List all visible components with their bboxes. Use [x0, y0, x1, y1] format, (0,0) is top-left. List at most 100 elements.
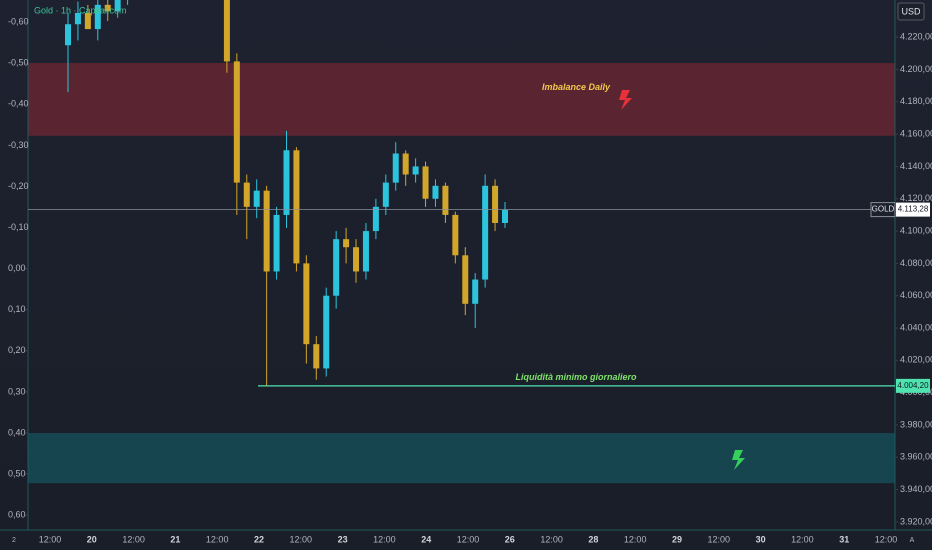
- candle-body: [462, 255, 469, 304]
- x-tick-label: 12:00: [290, 534, 313, 544]
- x-tick-label: 21: [170, 534, 180, 544]
- x-tick-label: 12:00: [708, 534, 731, 544]
- last-price-label: 4.113,28: [898, 205, 929, 214]
- candle-body: [114, 0, 121, 12]
- symbol-label: GOLD: [872, 205, 895, 214]
- y2-tick-label: -0,40: [8, 99, 29, 109]
- candle-body: [362, 231, 369, 272]
- currency[interactable]: USD: [901, 6, 921, 16]
- x-tick-label: 12:00: [206, 534, 229, 544]
- candle-body: [452, 214, 459, 256]
- candle-body: [382, 182, 389, 207]
- x-tick-label: 12:00: [624, 534, 647, 544]
- candles: [65, 0, 508, 387]
- y2-tick-label: -0,30: [8, 140, 29, 150]
- candle-body: [392, 153, 399, 183]
- liquidity-label: 4.004,20: [897, 381, 929, 390]
- zone-label: Imbalance Daily: [542, 82, 611, 92]
- candle-body: [492, 185, 499, 223]
- y-tick-label: 3.940,00: [900, 484, 932, 494]
- candle-body: [303, 263, 310, 345]
- x-tick-label: 12:00: [540, 534, 563, 544]
- y-tick-label: 4.080,00: [900, 258, 932, 268]
- green-bolt-icon: [732, 450, 745, 470]
- candle-body: [243, 182, 250, 207]
- x-tick-label: 22: [254, 534, 264, 544]
- y2-tick-label: -0,50: [8, 58, 29, 68]
- x-tick-label: 12:00: [373, 534, 396, 544]
- y-tick-label: 4.180,00: [900, 96, 932, 106]
- zone: [28, 63, 895, 136]
- candle-body: [223, 0, 230, 62]
- y-tick-label: 4.100,00: [900, 225, 932, 235]
- y2-tick-label: 0,30: [8, 386, 26, 396]
- candle-body: [263, 190, 270, 272]
- axis-button[interactable]: A: [910, 537, 915, 544]
- candle-body: [94, 4, 101, 30]
- candle-body: [74, 12, 81, 25]
- x-tick-label: 28: [588, 534, 598, 544]
- candle-body: [253, 190, 260, 207]
- chart-title: Gold · 1h · Capital.com: [34, 5, 127, 15]
- liquidity-tag: [896, 378, 930, 393]
- zones: [28, 63, 895, 484]
- x-tick-label: 29: [672, 534, 682, 544]
- y-tick-label: 3.980,00: [900, 419, 932, 429]
- x-tick-label: 26: [505, 534, 515, 544]
- candle-body: [233, 61, 240, 183]
- zone: [28, 433, 895, 484]
- x-tick-label: 20: [87, 534, 97, 544]
- candle-body: [402, 153, 409, 175]
- y2-tick-label: 0,60: [8, 510, 26, 520]
- candle-body: [323, 295, 330, 369]
- y-tick-label: 3.920,00: [900, 516, 932, 526]
- currency-box[interactable]: [897, 2, 925, 21]
- axis-button[interactable]: 2: [12, 537, 16, 544]
- candle-body: [313, 344, 320, 369]
- y2-tick-label: 0,20: [8, 345, 26, 355]
- y2-tick-label: -0,20: [8, 181, 29, 191]
- candle-body: [283, 150, 290, 215]
- last-price-tag: [896, 202, 930, 217]
- candle-body: [65, 24, 71, 46]
- symbol-tag: [870, 202, 896, 218]
- candle-body: [432, 185, 439, 199]
- y-tick-label: 4.020,00: [900, 355, 932, 365]
- y2-tick-label: 0,00: [8, 263, 26, 273]
- x-tick-label: 12:00: [875, 534, 898, 544]
- candle-body: [472, 279, 479, 304]
- y-tick-label: 4.040,00: [900, 322, 932, 332]
- x-tick-label: 24: [421, 534, 431, 544]
- candle-body: [422, 166, 429, 199]
- x-tick-label: 12:00: [457, 534, 480, 544]
- red-bolt-icon: [619, 90, 632, 110]
- candle-body: [84, 12, 91, 30]
- liquidity-text: Liquidità minimo giornaliero: [515, 372, 637, 382]
- x-tick-label: 12:00: [122, 534, 145, 544]
- candle-body: [353, 247, 360, 272]
- y-tick-label: 4.200,00: [900, 64, 932, 74]
- candle-body: [333, 239, 340, 296]
- candle-body: [273, 214, 280, 272]
- y-tick-label: 4.220,00: [900, 32, 932, 42]
- candle-body: [412, 166, 419, 175]
- y-tick-label: 4.120,00: [900, 193, 932, 203]
- candle-body: [293, 150, 300, 264]
- y-tick-label: 4.160,00: [900, 128, 932, 138]
- y2-tick-label: -0,10: [8, 222, 29, 232]
- y-tick-label: 4.060,00: [900, 290, 932, 300]
- candle-body: [442, 185, 449, 215]
- y-tick-label: 3.960,00: [900, 452, 932, 462]
- x-tick-label: 23: [338, 534, 348, 544]
- y2-tick-label: 0,40: [8, 427, 26, 437]
- x-tick-label: 12:00: [791, 534, 814, 544]
- y2-tick-label: 0,50: [8, 468, 26, 478]
- candle-body: [482, 185, 489, 280]
- candle-body: [343, 239, 350, 248]
- candle-body: [104, 4, 111, 12]
- x-tick-label: 30: [756, 534, 766, 544]
- candle-body: [502, 209, 508, 223]
